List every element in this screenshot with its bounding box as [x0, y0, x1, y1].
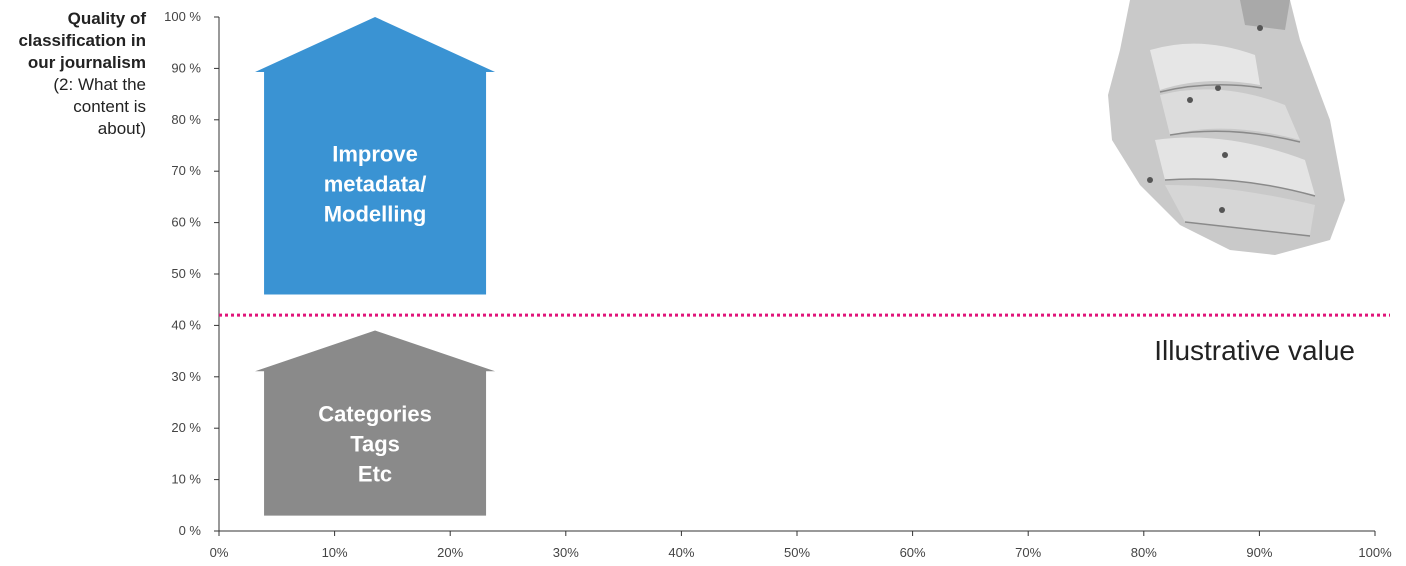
- y-subtitle-line2: content is: [73, 97, 146, 116]
- x-tick-label: 50%: [784, 545, 810, 560]
- improve-metadata-arrow: [255, 17, 496, 295]
- x-tick-label: 60%: [900, 545, 926, 560]
- y-title-line3: our journalism: [27, 53, 146, 72]
- x-tick-label: 10%: [322, 545, 348, 560]
- x-tick-label: 20%: [437, 545, 463, 560]
- x-tick-label: 0%: [210, 545, 229, 560]
- y-tick-label: 20 %: [171, 420, 201, 435]
- y-tick-label: 10 %: [171, 472, 201, 487]
- x-tick-label: 40%: [668, 545, 694, 560]
- y-axis-title: Quality of classification in our journal…: [18, 8, 146, 140]
- x-tick-label: 100%: [1358, 545, 1392, 560]
- y-title-line2: classification in: [18, 31, 146, 50]
- y-tick-label: 100 %: [164, 9, 201, 24]
- x-tick-label: 80%: [1131, 545, 1157, 560]
- y-subtitle-line3: about): [97, 119, 146, 138]
- y-tick-label: 90 %: [171, 60, 201, 75]
- x-tick-label: 70%: [1015, 545, 1041, 560]
- y-subtitle-line1: (2: What the: [53, 75, 146, 94]
- categories-arrow-label: Categories: [318, 401, 432, 426]
- y-tick-label: 0 %: [179, 523, 202, 538]
- y-title-line1: Quality of: [67, 9, 146, 28]
- improve-metadata-arrow-label: metadata/: [324, 171, 427, 196]
- categories-arrow-label: Etc: [358, 461, 392, 486]
- improve-metadata-arrow-label: Improve: [332, 141, 418, 166]
- categories-arrow-label: Tags: [350, 431, 400, 456]
- x-tick-label: 90%: [1246, 545, 1272, 560]
- y-tick-label: 50 %: [171, 266, 201, 281]
- y-tick-label: 30 %: [171, 369, 201, 384]
- robot-hand-icon: [1108, 0, 1345, 255]
- y-tick-label: 60 %: [171, 215, 201, 230]
- y-tick-label: 80 %: [171, 112, 201, 127]
- y-tick-label: 40 %: [171, 317, 201, 332]
- reference-line-label: Illustrative value: [1154, 335, 1355, 366]
- x-tick-label: 30%: [553, 545, 579, 560]
- y-tick-label: 70 %: [171, 163, 201, 178]
- improve-metadata-arrow-label: Modelling: [324, 201, 427, 226]
- chart-marks: Illustrative value Categories Tags Etc Impro…: [219, 17, 1390, 516]
- categories-arrow: [255, 330, 496, 516]
- axes: 0 % 10 % 20 % 30 % 40 % 50 % 60 % 70 % 80 % 90 % 1…: [164, 9, 1392, 560]
